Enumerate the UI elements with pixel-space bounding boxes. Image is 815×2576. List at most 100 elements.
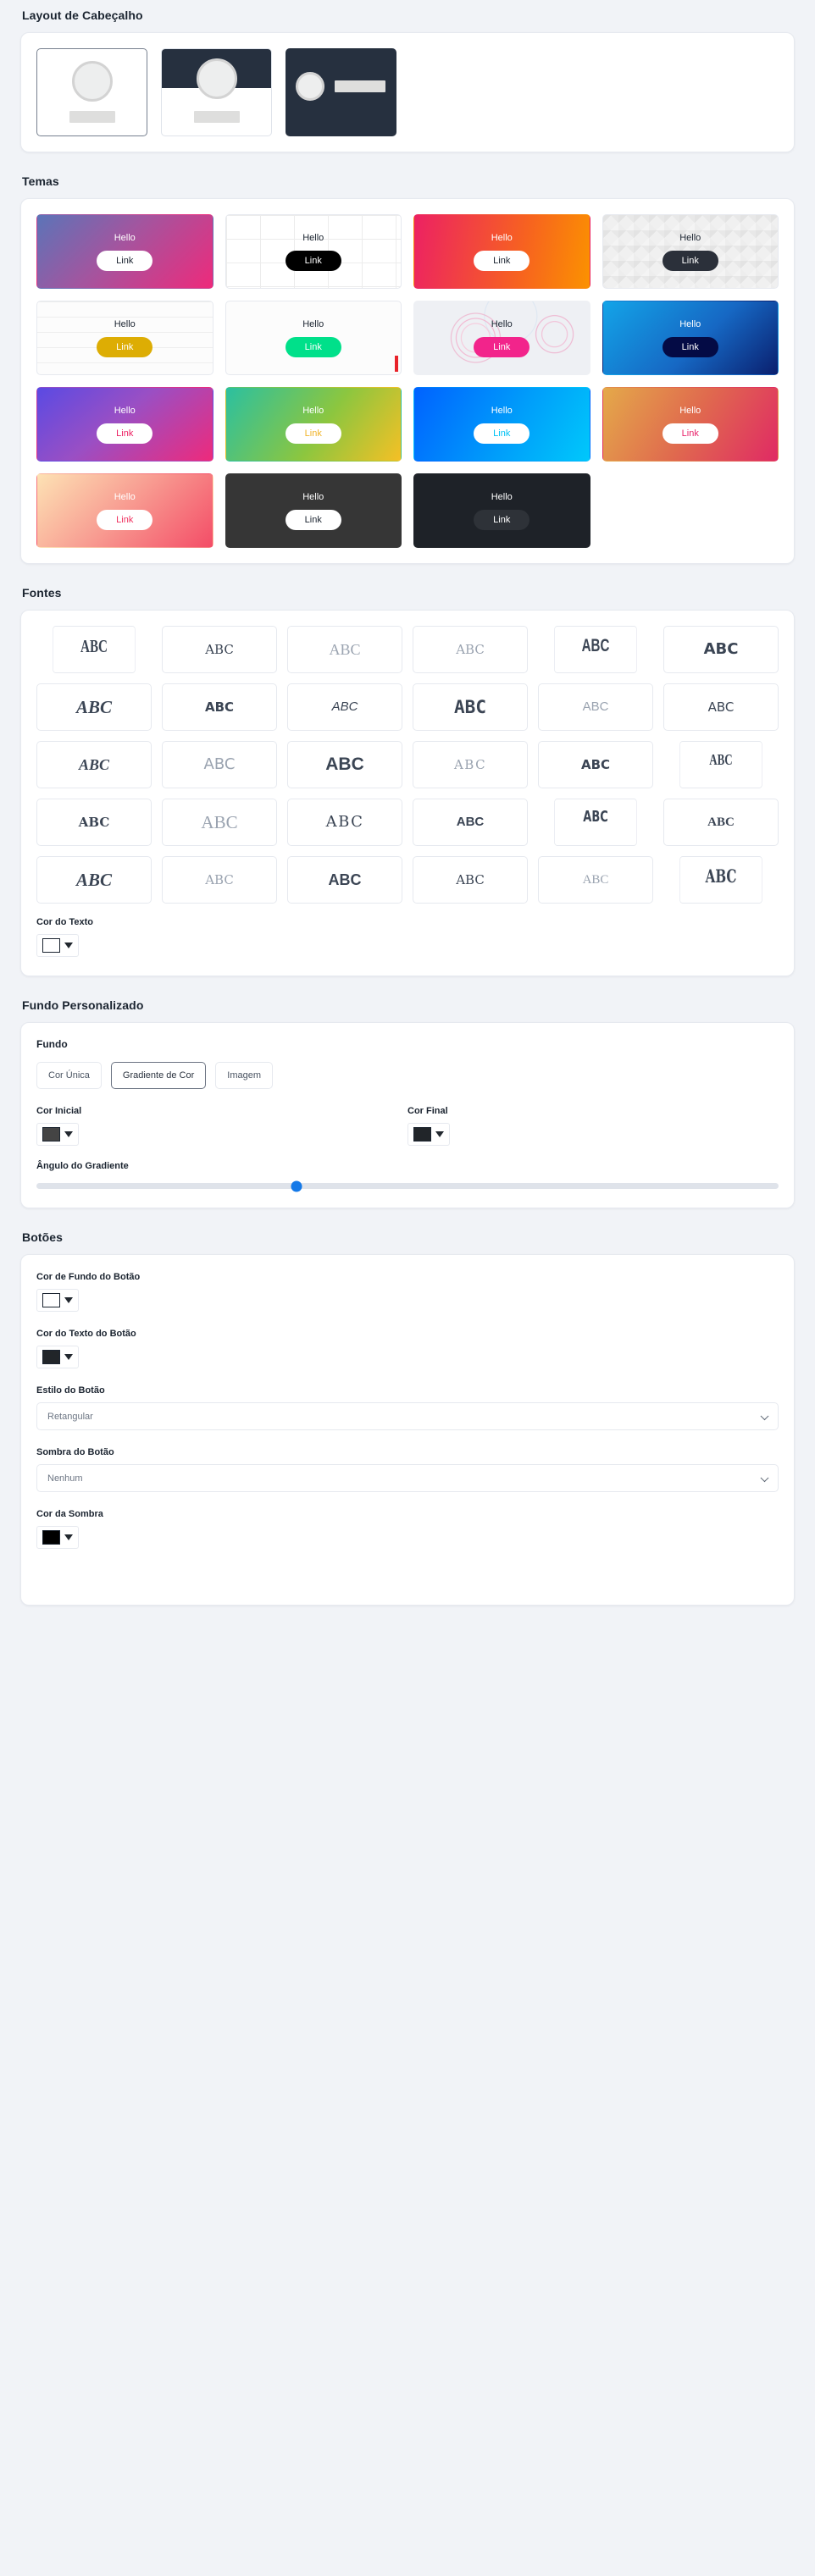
end-color-picker[interactable] — [408, 1123, 450, 1146]
theme-link-button[interactable]: Link — [474, 250, 530, 271]
font-sample-text: ABC — [75, 869, 113, 890]
theme-link-button[interactable]: Link — [662, 336, 718, 357]
avatar-placeholder-icon — [296, 72, 324, 101]
font-card-font-24[interactable]: ABC — [663, 799, 779, 846]
theme-card-teal-yellow-gradient[interactable]: Hello Link — [225, 387, 402, 462]
chevron-down-icon — [435, 1131, 444, 1137]
font-sample-text: ABC — [325, 812, 364, 831]
font-card-font-30[interactable]: ABC — [679, 856, 762, 904]
start-color-label: Cor Inicial — [36, 1106, 82, 1116]
theme-link-button[interactable]: Link — [474, 423, 530, 444]
font-card-font-15[interactable]: ABC — [287, 741, 402, 788]
font-card-font-17[interactable]: ABC — [538, 741, 653, 788]
font-card-font-01[interactable]: ABC — [53, 626, 136, 673]
font-card-font-02[interactable]: ABC — [162, 626, 277, 673]
gradient-angle-field: Ângulo do Gradiente — [36, 1161, 779, 1192]
theme-link-button[interactable]: Link — [285, 423, 341, 444]
font-card-font-23[interactable]: ABC — [554, 799, 637, 846]
theme-badge-marker — [395, 356, 398, 372]
font-card-font-25[interactable]: ABC — [36, 856, 152, 904]
font-card-font-07[interactable]: ABC — [36, 683, 152, 731]
chevron-down-icon — [64, 1297, 73, 1303]
button-text-color-picker[interactable] — [36, 1346, 79, 1368]
theme-card-orange-crimson-gradient[interactable]: Hello Link — [602, 387, 779, 462]
button-bg-color-picker[interactable] — [36, 1289, 79, 1312]
font-card-font-21[interactable]: ABC — [287, 799, 402, 846]
font-sample-text: ABC — [456, 814, 485, 829]
start-color-picker[interactable] — [36, 1123, 79, 1146]
button-style-select[interactable]: Retangular — [36, 1402, 779, 1430]
theme-card-dark-grey[interactable]: Hello Link — [225, 473, 402, 548]
theme-link-button[interactable]: Link — [97, 509, 153, 530]
font-sample-text: ABC — [703, 639, 739, 658]
font-card-font-12[interactable]: ABC — [663, 683, 779, 731]
font-card-font-26[interactable]: ABC — [162, 856, 277, 904]
header-layout-option-full-dark-inline[interactable] — [286, 48, 396, 136]
font-card-font-27[interactable]: ABC — [287, 856, 402, 904]
font-card-font-06[interactable]: ABC — [663, 626, 779, 673]
font-card-font-18[interactable]: ABC — [679, 741, 762, 788]
font-card-font-13[interactable]: ABC — [36, 741, 152, 788]
theme-card-white-green[interactable]: Hello Link — [225, 301, 402, 375]
theme-link-button[interactable]: Link — [662, 250, 718, 271]
font-card-font-03[interactable]: ABC — [287, 626, 402, 673]
theme-card-purple-pink-gradient[interactable]: Hello Link — [36, 214, 213, 289]
header-layout-option-banner-dark[interactable] — [161, 48, 272, 136]
font-card-font-28[interactable]: ABC — [413, 856, 528, 904]
button-shadow-select[interactable]: Nenhum — [36, 1464, 779, 1492]
theme-hello-text: Hello — [679, 318, 701, 329]
theme-card-peach-coral-gradient[interactable]: Hello Link — [36, 473, 213, 548]
theme-link-button[interactable]: Link — [285, 509, 341, 530]
theme-card-white-lines-gold[interactable]: Hello Link — [36, 301, 213, 375]
theme-link-button[interactable]: Link — [285, 250, 341, 271]
button-style-field: Estilo do Botão Retangular — [21, 1385, 794, 1430]
theme-link-button[interactable]: Link — [285, 336, 341, 357]
theme-link-button[interactable]: Link — [662, 423, 718, 444]
font-sample-text: ABC — [325, 754, 364, 774]
theme-card-pink-orange-gradient[interactable]: Hello Link — [413, 214, 590, 289]
background-mode-gradiente-de-cor[interactable]: Gradiente de Cor — [110, 1062, 207, 1089]
font-card-font-10[interactable]: ABC — [413, 683, 528, 731]
chevron-down-icon — [760, 1473, 769, 1482]
theme-hello-text: Hello — [114, 318, 136, 329]
themes-panel: Hello Link Hello Link Hello Link Hello Link Hell… — [20, 198, 795, 564]
theme-card-blue-navy-gradient[interactable]: Hello Link — [602, 301, 779, 375]
background-mode-cor-unica[interactable]: Cor Única — [36, 1062, 102, 1089]
font-card-font-08[interactable]: ABC — [162, 683, 277, 731]
theme-link-button[interactable]: Link — [474, 509, 530, 530]
theme-card-white-grid[interactable]: Hello Link — [225, 214, 402, 289]
theme-card-swirl-magenta[interactable]: Hello Link — [413, 301, 590, 375]
font-sample-text: ABC — [707, 815, 735, 829]
font-card-font-11[interactable]: ABC — [538, 683, 653, 731]
theme-card-violet-pink-gradient[interactable]: Hello Link — [36, 387, 213, 462]
theme-link-button[interactable]: Link — [474, 336, 530, 357]
theme-card-blue-cyan-gradient[interactable]: Hello Link — [413, 387, 590, 462]
buttons-section: Botões Cor de Fundo do Botão Cor do Text… — [20, 1230, 795, 1606]
font-card-font-05[interactable]: ABC — [554, 626, 637, 673]
button-style-value: Retangular — [47, 1411, 93, 1422]
font-card-font-09[interactable]: ABC — [287, 683, 402, 731]
text-color-picker[interactable] — [36, 934, 79, 957]
font-card-font-14[interactable]: ABC — [162, 741, 277, 788]
header-layout-option-centered-light[interactable] — [36, 48, 147, 136]
font-card-font-16[interactable]: ABC — [413, 741, 528, 788]
title-bar-placeholder — [335, 80, 385, 92]
shadow-color-picker[interactable] — [36, 1526, 79, 1549]
font-card-font-29[interactable]: ABC — [538, 856, 653, 904]
theme-link-button[interactable]: Link — [97, 336, 153, 357]
background-mode-imagem[interactable]: Imagem — [215, 1062, 274, 1089]
font-sample-text: ABC — [205, 641, 234, 657]
font-card-font-19[interactable]: ABC — [36, 799, 152, 846]
chevron-down-icon — [64, 1354, 73, 1360]
slider-thumb[interactable] — [291, 1180, 302, 1191]
button-style-label: Estilo do Botão — [36, 1385, 105, 1396]
button-shadow-field: Sombra do Botão Nenhum — [21, 1447, 794, 1492]
font-card-font-04[interactable]: ABC — [413, 626, 528, 673]
gradient-angle-slider[interactable] — [36, 1180, 779, 1191]
font-card-font-20[interactable]: ABC — [162, 799, 277, 846]
theme-card-near-black[interactable]: Hello Link — [413, 473, 590, 548]
theme-card-grey-cubes[interactable]: Hello Link — [602, 214, 779, 289]
theme-link-button[interactable]: Link — [97, 250, 153, 271]
font-card-font-22[interactable]: ABC — [413, 799, 528, 846]
theme-link-button[interactable]: Link — [97, 423, 153, 444]
